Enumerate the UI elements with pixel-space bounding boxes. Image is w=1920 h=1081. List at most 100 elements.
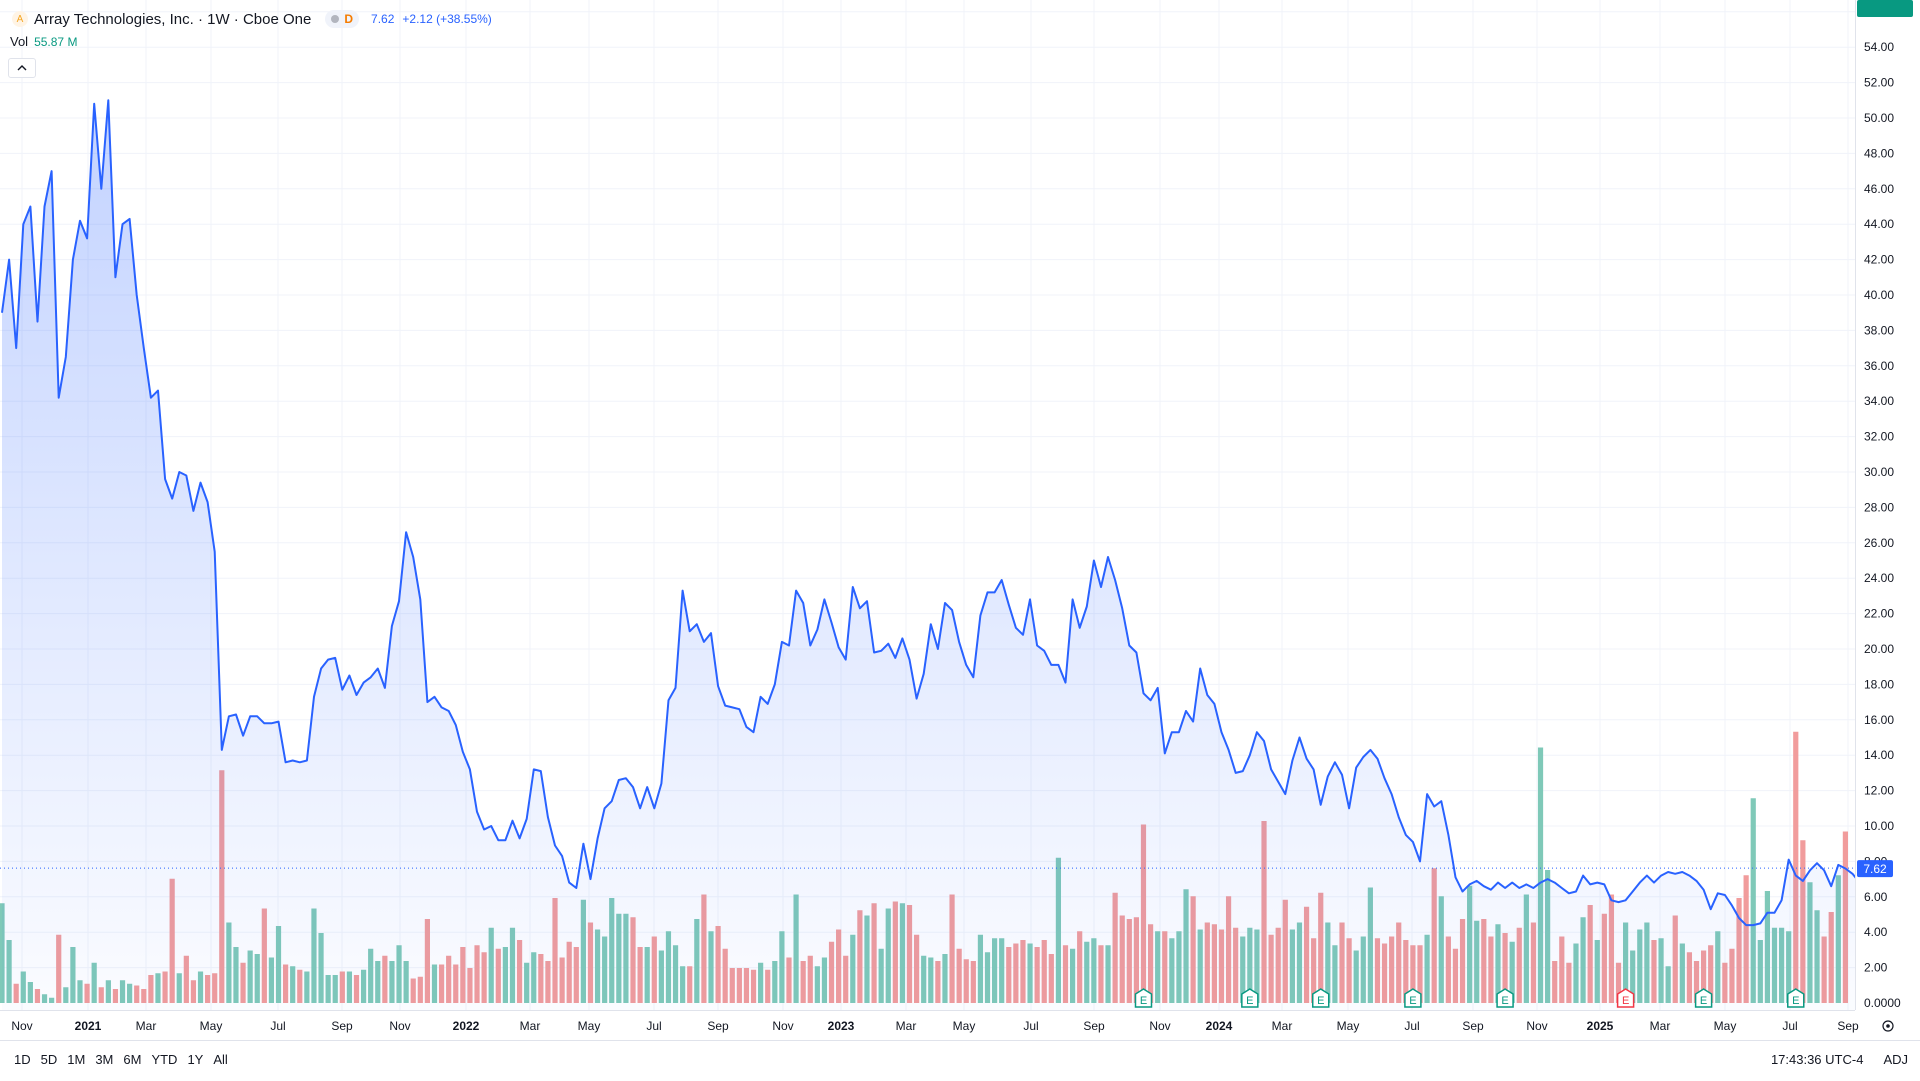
range-5d-button[interactable]: 5D [40, 1052, 58, 1067]
x-tick-label: 2025 [1587, 1019, 1614, 1033]
y-tick-label: 18.00 [1864, 677, 1894, 691]
last-price: 7.62 [371, 12, 395, 26]
price-area-fill [2, 100, 1895, 1011]
x-tick-label: Sep [1462, 1019, 1484, 1033]
earnings-marker-label: E [1409, 995, 1416, 1007]
x-tick-label: Mar [1272, 1019, 1293, 1033]
y-tick-label: 52.00 [1864, 76, 1894, 90]
earnings-marker[interactable]: E [1311, 988, 1330, 1008]
chart-legend: A Array Technologies, Inc. · 1W · Cboe O… [12, 8, 492, 30]
earnings-marker-label: E [1317, 995, 1324, 1007]
x-tick-label: Nov [1526, 1019, 1547, 1033]
earnings-marker-label: E [1792, 995, 1799, 1007]
volume-bar [1793, 731, 1799, 1003]
symbol-logo-icon: A [12, 11, 28, 27]
clock-timezone[interactable]: 17:43:36 UTC-4 [1770, 1052, 1864, 1067]
x-tick-label: Sep [1083, 1019, 1105, 1033]
y-tick-label: 54.00 [1864, 40, 1894, 54]
x-tick-label: Mar [896, 1019, 917, 1033]
earnings-marker[interactable]: E [1241, 988, 1259, 1008]
x-tick-label: Jul [1023, 1019, 1038, 1033]
time-axis[interactable]: Nov 2021 Mar May Jul Sep Nov 2022 Mar May Jul Sep No… [0, 1010, 1894, 1034]
x-tick-label: 2022 [453, 1019, 480, 1033]
y-tick-label: 2.00 [1864, 961, 1888, 975]
x-tick-label: Nov [1149, 1019, 1170, 1033]
earnings-marker-label: E [1622, 995, 1629, 1007]
price-axis-bg [1855, 0, 1920, 1010]
status-dot-icon [331, 15, 340, 23]
x-tick-label: Mar [136, 1019, 157, 1033]
earnings-marker[interactable]: E [1496, 988, 1514, 1008]
x-tick-label: Nov [389, 1019, 410, 1033]
earnings-marker-label: E [1501, 995, 1508, 1007]
earnings-marker-shape [1694, 988, 1713, 1008]
range-6m-button[interactable]: 6M [123, 1052, 142, 1067]
y-tick-label: 44.00 [1864, 217, 1894, 231]
x-tick-label: Mar [520, 1019, 541, 1033]
earnings-marker[interactable]: E [1616, 988, 1635, 1008]
volume-value: 55.87 M [34, 34, 78, 49]
y-tick-label: 22.00 [1864, 607, 1894, 621]
price-change: +2.12 (+38.55%) [402, 12, 492, 26]
y-tick-label: 48.00 [1864, 146, 1894, 160]
earnings-marker[interactable]: E [1404, 988, 1422, 1008]
range-ytd-button[interactable]: YTD [151, 1052, 178, 1067]
adj-toggle[interactable]: ADJ [1883, 1052, 1908, 1067]
earnings-marker[interactable]: E [1694, 988, 1713, 1008]
x-tick-label: 2021 [75, 1019, 102, 1033]
delayed-badge: D [344, 12, 354, 26]
symbol-title[interactable]: Array Technologies, Inc. · 1W · Cboe One [34, 10, 312, 28]
earnings-marker-shape [1404, 988, 1422, 1008]
y-tick-label: 46.00 [1864, 182, 1894, 196]
data-status-pill[interactable]: D [325, 10, 360, 28]
y-tick-label: 42.00 [1864, 253, 1894, 267]
y-tick-label: 30.00 [1864, 465, 1894, 479]
y-tick-label: 26.00 [1864, 536, 1894, 550]
earnings-marker-shape [1616, 988, 1635, 1008]
last-volume-label: 55.87 M [1863, 0, 1906, 3]
range-1m-button[interactable]: 1M [67, 1052, 86, 1067]
y-tick-label: 20.00 [1864, 642, 1894, 656]
x-tick-label: May [1337, 1019, 1360, 1033]
y-tick-label: 16.00 [1864, 713, 1894, 727]
collapse-legend-button[interactable] [8, 58, 36, 78]
earnings-marker-shape [1134, 988, 1153, 1008]
y-tick-label: 32.00 [1864, 430, 1894, 444]
earnings-marker-shape [1787, 988, 1805, 1008]
x-tick-label: Jul [270, 1019, 285, 1033]
y-tick-label: 0.0000 [1864, 996, 1901, 1010]
x-tick-label: May [578, 1019, 601, 1033]
last-price-tag [1857, 860, 1893, 878]
last-volume-tag [1857, 0, 1913, 17]
x-tick-label: May [200, 1019, 223, 1033]
range-1y-button[interactable]: 1Y [187, 1052, 204, 1067]
earnings-marker[interactable]: E [1787, 988, 1805, 1008]
x-tick-label: 2023 [828, 1019, 855, 1033]
earnings-marker-shape [1241, 988, 1259, 1008]
earnings-marker[interactable]: E [1134, 988, 1153, 1008]
y-tick-label: 24.00 [1864, 571, 1894, 585]
volume-legend: Vol 55.87 M [10, 34, 77, 49]
volume-label: Vol [10, 34, 29, 49]
gear-center [1886, 1024, 1890, 1028]
gear-ring [1882, 1020, 1894, 1032]
settings-gear-icon[interactable] [1882, 1020, 1894, 1032]
y-tick-label: 12.00 [1864, 784, 1894, 798]
bottom-toolbar: 1D 5D 1M 3M 6M YTD 1Y All 17:43:36 UTC-4… [0, 1040, 1920, 1081]
volume-bar [1537, 747, 1544, 1003]
y-tick-label: 36.00 [1864, 359, 1894, 373]
earnings-marker-label: E [1700, 995, 1707, 1007]
range-all-button[interactable]: All [213, 1052, 228, 1067]
range-3m-button[interactable]: 3M [95, 1052, 114, 1067]
x-tick-label: Nov [11, 1019, 32, 1033]
price-axis[interactable]: 56.0054.0052.0050.0048.0046.0044.0042.00… [1855, 0, 1920, 1010]
y-tick-label: 6.00 [1864, 890, 1888, 904]
range-selector: 1D 5D 1M 3M 6M YTD 1Y All [14, 1052, 228, 1067]
y-tick-label: 38.00 [1864, 323, 1894, 337]
x-tick-label: Nov [772, 1019, 793, 1033]
y-tick-label: 10.00 [1864, 819, 1894, 833]
range-1d-button[interactable]: 1D [14, 1052, 31, 1067]
y-tick-label: 14.00 [1864, 748, 1894, 762]
